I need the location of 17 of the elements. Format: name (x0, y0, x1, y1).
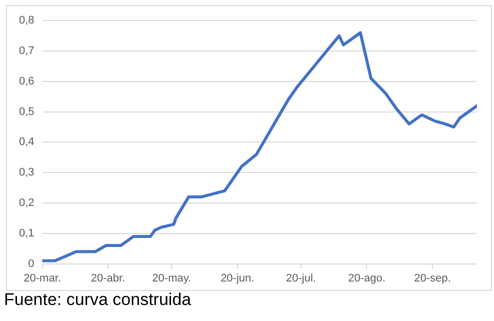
x-tick-label: 20-jul. (286, 272, 316, 284)
x-tick-label: 20-mar. (24, 272, 61, 284)
x-tick-label: 20-abr. (90, 272, 126, 284)
source-note: Fuente: curva construida (4, 290, 192, 310)
y-tick-label: 0,3 (18, 166, 34, 179)
y-tick-label: 0,4 (18, 136, 34, 148)
y-tick-label: 0,5 (18, 106, 34, 118)
x-tick-label: 20-sep. (414, 272, 451, 284)
y-tick-label: 0 (28, 258, 34, 270)
y-tick-label: 0,1 (18, 227, 34, 240)
y-tick-label: 0,2 (18, 197, 34, 210)
x-tick-label: 20-jun. (220, 272, 254, 284)
x-tick-label: 20-may. (152, 272, 192, 284)
y-tick-label: 0,7 (18, 45, 34, 58)
y-tick-label: 0,8 (18, 14, 34, 27)
y-tick-label: 0,6 (18, 75, 34, 88)
x-tick-label: 20-ago. (348, 272, 386, 284)
